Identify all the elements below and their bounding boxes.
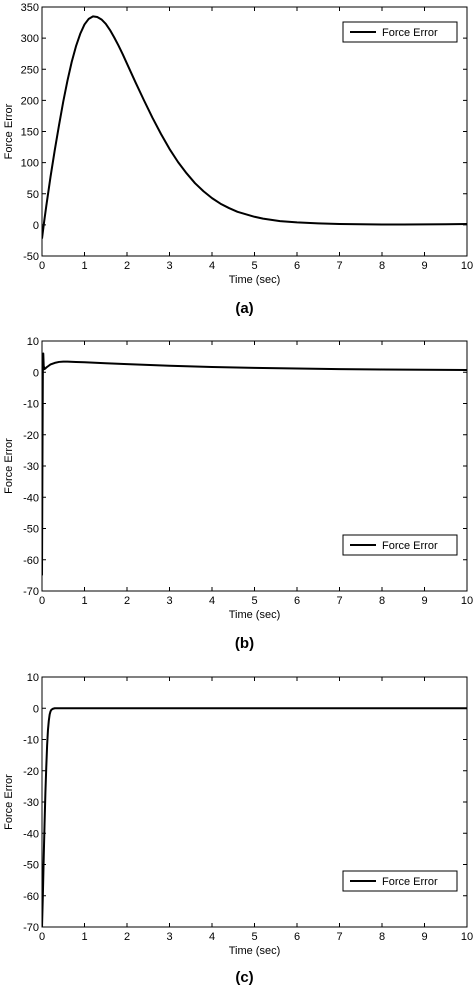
series-line — [42, 352, 467, 576]
y-tick-label: 100 — [21, 158, 39, 170]
x-tick-label: 8 — [379, 931, 385, 943]
y-tick-label: 0 — [33, 220, 39, 232]
x-tick-label: 8 — [379, 595, 385, 607]
legend-label: Force Error — [382, 27, 438, 39]
legend-label: Force Error — [382, 540, 438, 552]
y-tick-label: -40 — [23, 828, 39, 840]
y-axis-label: Force Error — [3, 774, 15, 830]
x-tick-label: 3 — [166, 260, 172, 272]
x-tick-label: 2 — [124, 260, 130, 272]
y-tick-label: -30 — [23, 797, 39, 809]
x-tick-label: 4 — [209, 931, 215, 943]
y-tick-label: 50 — [27, 189, 39, 201]
x-tick-label: 6 — [294, 931, 300, 943]
x-tick-label: 9 — [421, 595, 427, 607]
x-tick-label: 10 — [461, 595, 473, 607]
chart-panel-2: 0 1 2 3 4 5 6 7 8 9 10 -70 -60 -50 -40 -30 -20 -10 0 10 Time… — [3, 336, 473, 652]
chart-panel-1: 0 1 2 3 4 5 6 7 8 9 10-50050100150200250300350Time… — [3, 2, 473, 317]
y-tick-label: -70 — [23, 586, 39, 598]
x-tick-label: 1 — [81, 931, 87, 943]
x-tick-label: 2 — [124, 931, 130, 943]
y-tick-label: -50 — [23, 860, 39, 872]
y-tick-label: 10 — [27, 672, 39, 684]
x-axis-label: Time (sec) — [229, 609, 281, 621]
x-tick-label: 10 — [461, 260, 473, 272]
x-tick-label: 3 — [166, 595, 172, 607]
panel-caption: (c) — [235, 969, 253, 986]
x-tick-label: 6 — [294, 260, 300, 272]
legend-box — [342, 534, 458, 556]
y-tick-label: -60 — [23, 891, 39, 903]
x-tick-label: 2 — [124, 595, 130, 607]
x-tick-label: 8 — [379, 260, 385, 272]
y-tick-label: -20 — [23, 766, 39, 778]
series-line — [42, 707, 467, 927]
x-tick-label: 3 — [166, 931, 172, 943]
x-tick-label: 4 — [209, 595, 215, 607]
plot-frame — [41, 6, 468, 257]
y-tick-label: -50 — [23, 524, 39, 536]
y-tick-label: 300 — [21, 33, 39, 45]
legend-label: Force Error — [382, 876, 438, 888]
x-axis-label: Time (sec) — [229, 274, 281, 286]
x-tick-label: 5 — [251, 595, 257, 607]
y-tick-label: -60 — [23, 555, 39, 567]
x-axis-label: Time (sec) — [229, 945, 281, 957]
x-tick-label: 5 — [251, 931, 257, 943]
x-tick-label: 0 — [39, 260, 45, 272]
series-line — [42, 15, 467, 239]
y-tick-label: 200 — [21, 95, 39, 107]
x-tick-label: 0 — [39, 931, 45, 943]
x-tick-label: 10 — [461, 931, 473, 943]
legend-box — [342, 870, 458, 892]
x-tick-label: 4 — [209, 260, 215, 272]
y-axis-label: Force Error — [3, 103, 15, 159]
x-tick-label: 9 — [421, 260, 427, 272]
y-axis-label: Force Error — [3, 438, 15, 494]
x-tick-label: 7 — [336, 595, 342, 607]
x-tick-label: 5 — [251, 260, 257, 272]
panel-caption: (b) — [235, 635, 254, 652]
y-tick-label: -40 — [23, 492, 39, 504]
x-tick-label: 7 — [336, 260, 342, 272]
y-tick-label: 0 — [33, 703, 39, 715]
y-tick-label: 0 — [33, 367, 39, 379]
x-tick-label: 0 — [39, 595, 45, 607]
x-tick-label: 7 — [336, 931, 342, 943]
y-tick-label: -70 — [23, 922, 39, 934]
legend-box — [342, 21, 458, 43]
y-tick-label: -10 — [23, 399, 39, 411]
y-tick-label: 350 — [21, 2, 39, 14]
y-tick-label: -30 — [23, 461, 39, 473]
y-tick-label: 10 — [27, 336, 39, 348]
y-tick-label: 150 — [21, 127, 39, 139]
y-tick-label: -50 — [23, 251, 39, 263]
chart-panel-3: 0 1 2 3 4 5 6 7 8 9 10 -70 -60 -50 -40 -30 -20 -10 0 10 Time… — [3, 672, 473, 986]
x-tick-label: 1 — [81, 595, 87, 607]
y-tick-label: 250 — [21, 64, 39, 76]
panel-caption: (a) — [235, 300, 253, 317]
y-tick-label: -10 — [23, 735, 39, 747]
x-tick-label: 1 — [81, 260, 87, 272]
x-tick-label: 6 — [294, 595, 300, 607]
y-tick-label: -20 — [23, 430, 39, 442]
x-tick-label: 9 — [421, 931, 427, 943]
